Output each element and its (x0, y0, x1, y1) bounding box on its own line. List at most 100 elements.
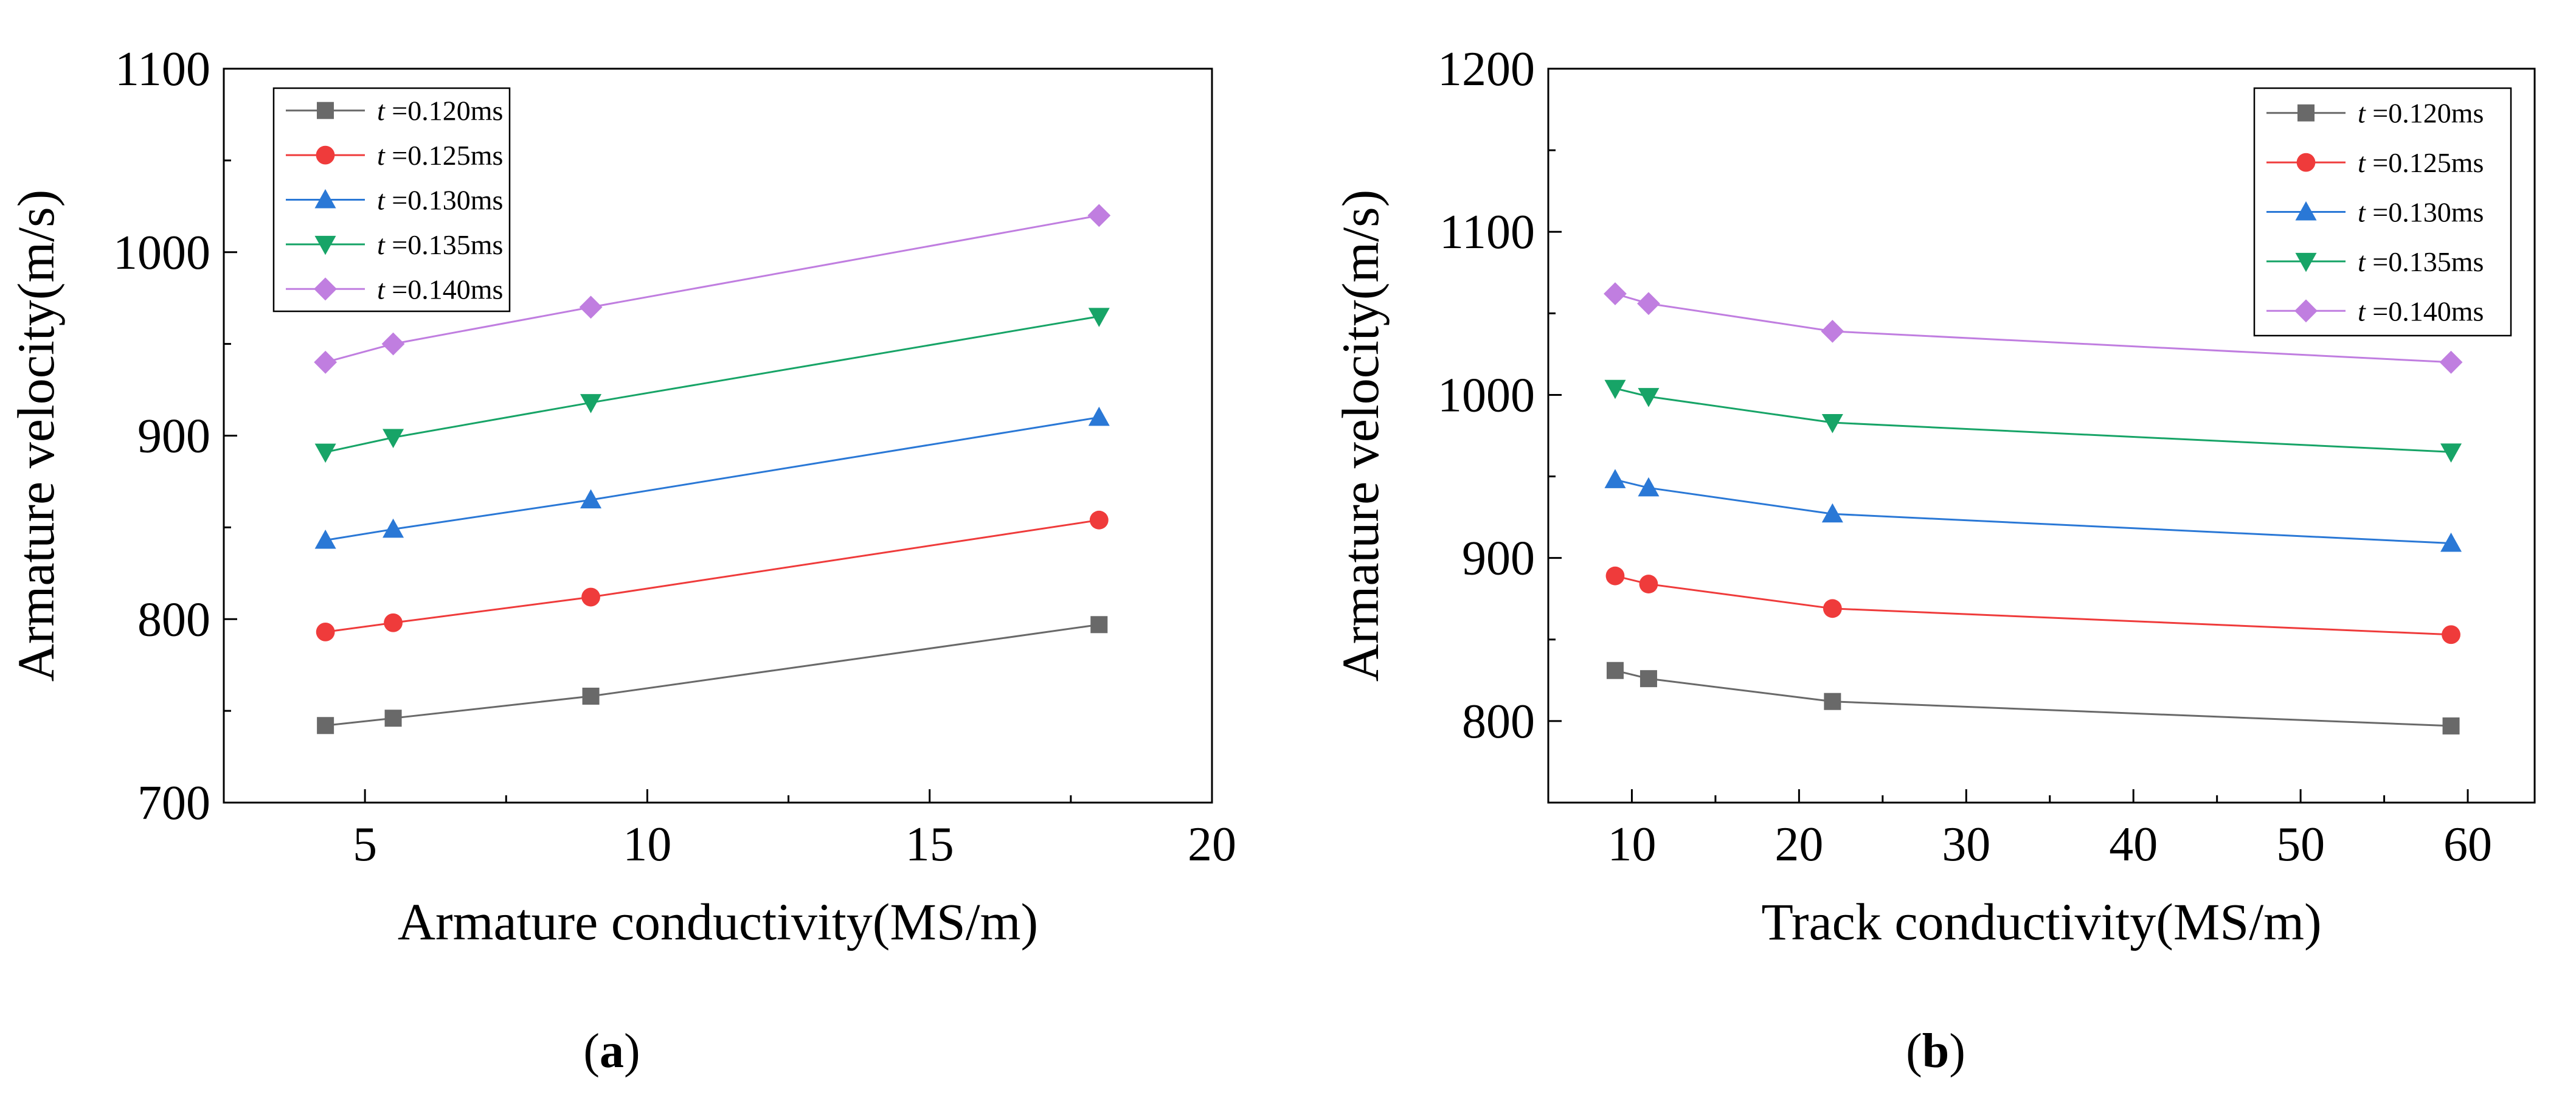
legend-label-value: =0.120ms (385, 95, 504, 126)
y-tick-label: 1100 (1439, 206, 1535, 259)
y-tick-label: 1000 (1438, 368, 1535, 422)
legend-marker (2295, 201, 2317, 221)
legend-label: t =0.140ms (377, 274, 503, 305)
data-point-marker (579, 296, 603, 319)
data-point-marker (2442, 625, 2460, 645)
y-axis-title: Armature velocity(m/s) (7, 190, 65, 682)
y-tick-label: 1000 (113, 226, 210, 280)
caption-close: ) (1949, 1025, 1965, 1078)
series-line (325, 416, 1099, 541)
legend-label-value: =0.125ms (2366, 147, 2484, 178)
legend-label-var: t (377, 95, 386, 126)
legend-label-value: =0.120ms (2366, 98, 2484, 129)
data-point-marker (1638, 388, 1660, 407)
data-point-marker (1604, 379, 1626, 399)
x-tick-label: 30 (1942, 818, 1990, 871)
data-point-marker (1090, 616, 1108, 634)
legend-label-value: =0.135ms (385, 229, 504, 260)
data-point-marker (1821, 503, 1843, 523)
y-tick-label: 800 (137, 593, 210, 646)
data-point-marker (1639, 670, 1657, 688)
chart-panel-b: 10 20 30 40 50 60 800 900 1000 1100 1200 Track cond… (1331, 43, 2536, 1078)
series-line (325, 519, 1099, 633)
legend-label-var: t (377, 140, 386, 171)
data-point-marker (2440, 443, 2462, 463)
data-point-marker (1087, 204, 1111, 227)
data-point-marker (384, 613, 403, 632)
caption-open: ( (583, 1025, 600, 1078)
series-line (325, 214, 1099, 364)
x-tick-label: 10 (1607, 818, 1656, 871)
data-point-marker (314, 443, 336, 463)
legend-label-var: t (377, 229, 386, 260)
data-point-marker (1606, 662, 1624, 679)
data-point-marker (1088, 308, 1110, 327)
legend-label: t =0.120ms (377, 95, 503, 126)
data-point-marker (314, 350, 338, 374)
data-point-marker (316, 622, 335, 641)
data-point-marker (2440, 533, 2462, 552)
data-point-marker (383, 429, 404, 449)
data-point-marker (384, 710, 402, 727)
legend-label-var: t (2358, 197, 2366, 228)
series-line (325, 315, 1099, 454)
y-tick-label: 1200 (1438, 43, 1535, 96)
x-tick-label: 50 (2276, 818, 2325, 871)
legend-label-value: =0.140ms (2366, 296, 2484, 327)
series-line (325, 623, 1099, 727)
data-point-marker (1637, 292, 1660, 316)
y-tick-label: 700 (137, 776, 210, 830)
data-point-marker (314, 529, 336, 549)
data-point-marker (1638, 477, 1660, 497)
legend-marker (2294, 299, 2318, 323)
caption-letter: a (600, 1025, 624, 1078)
data-point-marker (383, 518, 404, 538)
series-line (1615, 669, 2451, 727)
legend-label: t =0.140ms (2358, 296, 2484, 327)
x-tick-label: 10 (623, 818, 671, 871)
legend-label: t =0.120ms (2358, 98, 2484, 129)
legend-label-value: =0.130ms (2366, 197, 2484, 228)
plot-frame (1547, 67, 2536, 804)
x-tick-label: 60 (2443, 818, 2492, 871)
legend-marker (314, 189, 336, 209)
data-point-marker (1604, 469, 1626, 488)
legend-label-value: =0.140ms (385, 274, 504, 305)
legend-label: t =0.135ms (377, 229, 503, 260)
data-point-marker (1821, 319, 1844, 343)
legend-label-value: =0.130ms (385, 185, 504, 216)
y-tick-label: 1100 (115, 43, 210, 96)
data-point-marker (581, 587, 600, 607)
legend-marker (317, 102, 334, 119)
x-axis-title: Track conductivity(MS/m) (1761, 893, 2321, 951)
series-line (1615, 387, 2451, 453)
legend-label: t =0.125ms (377, 140, 503, 171)
legend-label-value: =0.125ms (385, 140, 504, 171)
data-point-marker (1824, 693, 1841, 710)
y-axis-title: Armature velocity(m/s) (1331, 190, 1390, 682)
y-tick-label: 900 (1462, 532, 1535, 586)
data-point-marker (1823, 599, 1842, 618)
data-point-marker (1821, 414, 1843, 434)
legend-label-var: t (2358, 147, 2366, 178)
x-axis-title: Armature conductivity(MS/m) (398, 893, 1038, 951)
legend-marker (2296, 153, 2316, 172)
data-point-marker (1089, 510, 1109, 530)
x-tick-label: 15 (905, 818, 954, 871)
series-line (1615, 479, 2451, 545)
x-tick-label: 5 (353, 818, 377, 871)
series-line (1615, 575, 2451, 636)
data-point-marker (381, 332, 405, 356)
legend-marker (2297, 104, 2315, 122)
legend-label: t =0.135ms (2358, 246, 2484, 277)
data-point-marker (1605, 566, 1625, 586)
caption-open: ( (1906, 1025, 1922, 1078)
data-point-marker (2442, 717, 2460, 734)
series-line (1615, 292, 2451, 364)
legend-label-var: t (2358, 296, 2366, 327)
legend-label: t =0.130ms (377, 185, 503, 216)
